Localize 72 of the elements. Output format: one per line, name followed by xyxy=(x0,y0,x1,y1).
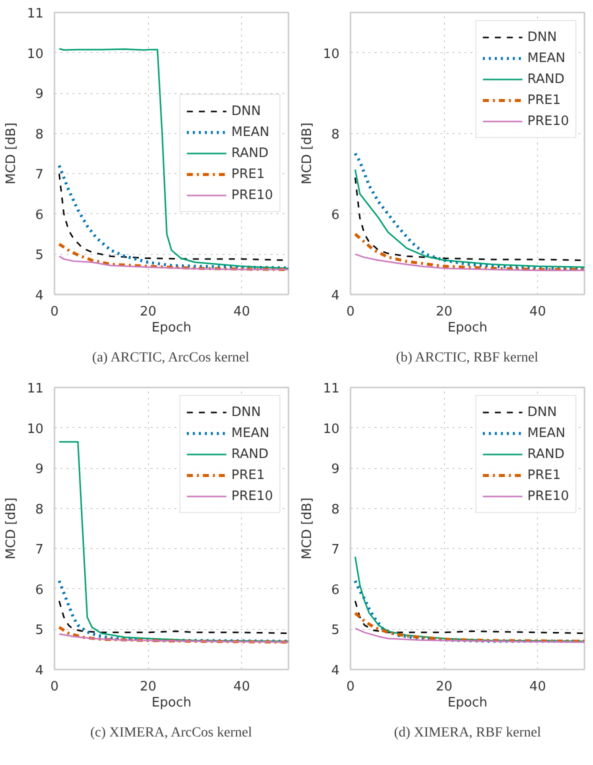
text: (c) XIMERA, ArcCos kernel xyxy=(90,726,252,740)
y-tick-label: 6 xyxy=(35,208,44,223)
legend-label: DNN xyxy=(527,30,557,44)
y-tick-label: 11 xyxy=(26,382,44,396)
y-tick-label: 7 xyxy=(35,542,44,558)
y-tick-label: 7 xyxy=(331,542,340,558)
legend-label: PRE1 xyxy=(231,166,265,182)
y-tick-label: 8 xyxy=(35,127,44,142)
x-tick-label: 0 xyxy=(50,680,59,694)
legend-label: DNN xyxy=(231,404,261,420)
x-tick-label: 20 xyxy=(436,304,452,320)
legend-label: PRE1 xyxy=(527,468,561,482)
x-tick-label: 40 xyxy=(529,680,546,694)
y-tick-label: 9 xyxy=(35,462,44,478)
y-tick-label: 5 xyxy=(331,623,340,638)
y-tick-label: 10 xyxy=(322,422,340,437)
text: (b) ARCTIC, RBF kernel xyxy=(396,350,538,366)
legend-label: DNN xyxy=(527,404,557,420)
y-tick-label: 4 xyxy=(331,664,340,678)
x-tick-label: 0 xyxy=(346,304,355,320)
legend-label: PRE10 xyxy=(231,488,273,504)
legend-label: RAND xyxy=(231,146,268,160)
y-tick-label: 4 xyxy=(35,664,44,678)
y-tick-label: 10 xyxy=(322,46,340,62)
x-tick-label: 40 xyxy=(233,304,250,320)
legend-label: PRE1 xyxy=(527,92,561,108)
y-tick-label: 9 xyxy=(331,462,340,478)
x-tick-label: 20 xyxy=(436,680,452,694)
y-tick-label: 6 xyxy=(331,208,340,223)
legend-label: PRE1 xyxy=(231,468,265,482)
y-tick-label: 11 xyxy=(322,382,340,396)
y-tick-label: 8 xyxy=(35,502,44,518)
x-axis-title: Epoch xyxy=(152,696,192,710)
legend-label: MEAN xyxy=(527,426,566,440)
legend-label: PRE10 xyxy=(231,188,273,202)
y-tick-label: 10 xyxy=(26,422,44,437)
x-axis-title: Epoch xyxy=(448,696,488,710)
x-tick-label: 20 xyxy=(140,304,156,320)
legend-label: MEAN xyxy=(527,50,566,66)
x-tick-label: 0 xyxy=(50,304,59,320)
y-tick-label: 11 xyxy=(26,6,44,22)
y-tick-label: 6 xyxy=(35,582,44,598)
legend-label: PRE10 xyxy=(527,114,569,128)
y-tick-label: 6 xyxy=(331,582,340,598)
legend-label: RAND xyxy=(527,72,564,86)
y-axis-title: MCD [dB] xyxy=(300,122,315,184)
y-tick-label: 5 xyxy=(35,623,44,638)
y-axis-title: MCD [dB] xyxy=(4,122,19,184)
legend-label: PRE10 xyxy=(527,488,569,504)
y-tick-label: 4 xyxy=(331,288,340,304)
y-axis-title: MCD [dB] xyxy=(300,498,315,560)
y-tick-label: 7 xyxy=(35,168,44,183)
y-axis-title: MCD [dB] xyxy=(4,498,19,560)
x-tick-label: 40 xyxy=(529,304,546,320)
y-tick-label: 8 xyxy=(331,502,340,518)
x-tick-label: 40 xyxy=(233,680,250,694)
legend-label: RAND xyxy=(527,446,564,462)
x-axis-title: Epoch xyxy=(448,320,488,336)
x-tick-label: 20 xyxy=(140,680,156,694)
x-axis-title: Epoch xyxy=(152,320,192,336)
y-tick-label: 5 xyxy=(35,248,44,264)
x-tick-label: 0 xyxy=(346,680,355,694)
y-tick-label: 9 xyxy=(35,87,44,102)
text: (d) XIMERA, RBF kernel xyxy=(394,726,542,740)
text: (a) ARCTIC, ArcCos kernel xyxy=(92,350,250,366)
legend-label: MEAN xyxy=(231,426,270,440)
legend-label: MEAN xyxy=(231,124,270,140)
legend-label: DNN xyxy=(231,104,261,118)
y-tick-label: 10 xyxy=(26,46,44,62)
legend-label: RAND xyxy=(231,446,268,462)
y-tick-label: 8 xyxy=(331,127,340,142)
y-tick-label: 4 xyxy=(35,288,44,304)
